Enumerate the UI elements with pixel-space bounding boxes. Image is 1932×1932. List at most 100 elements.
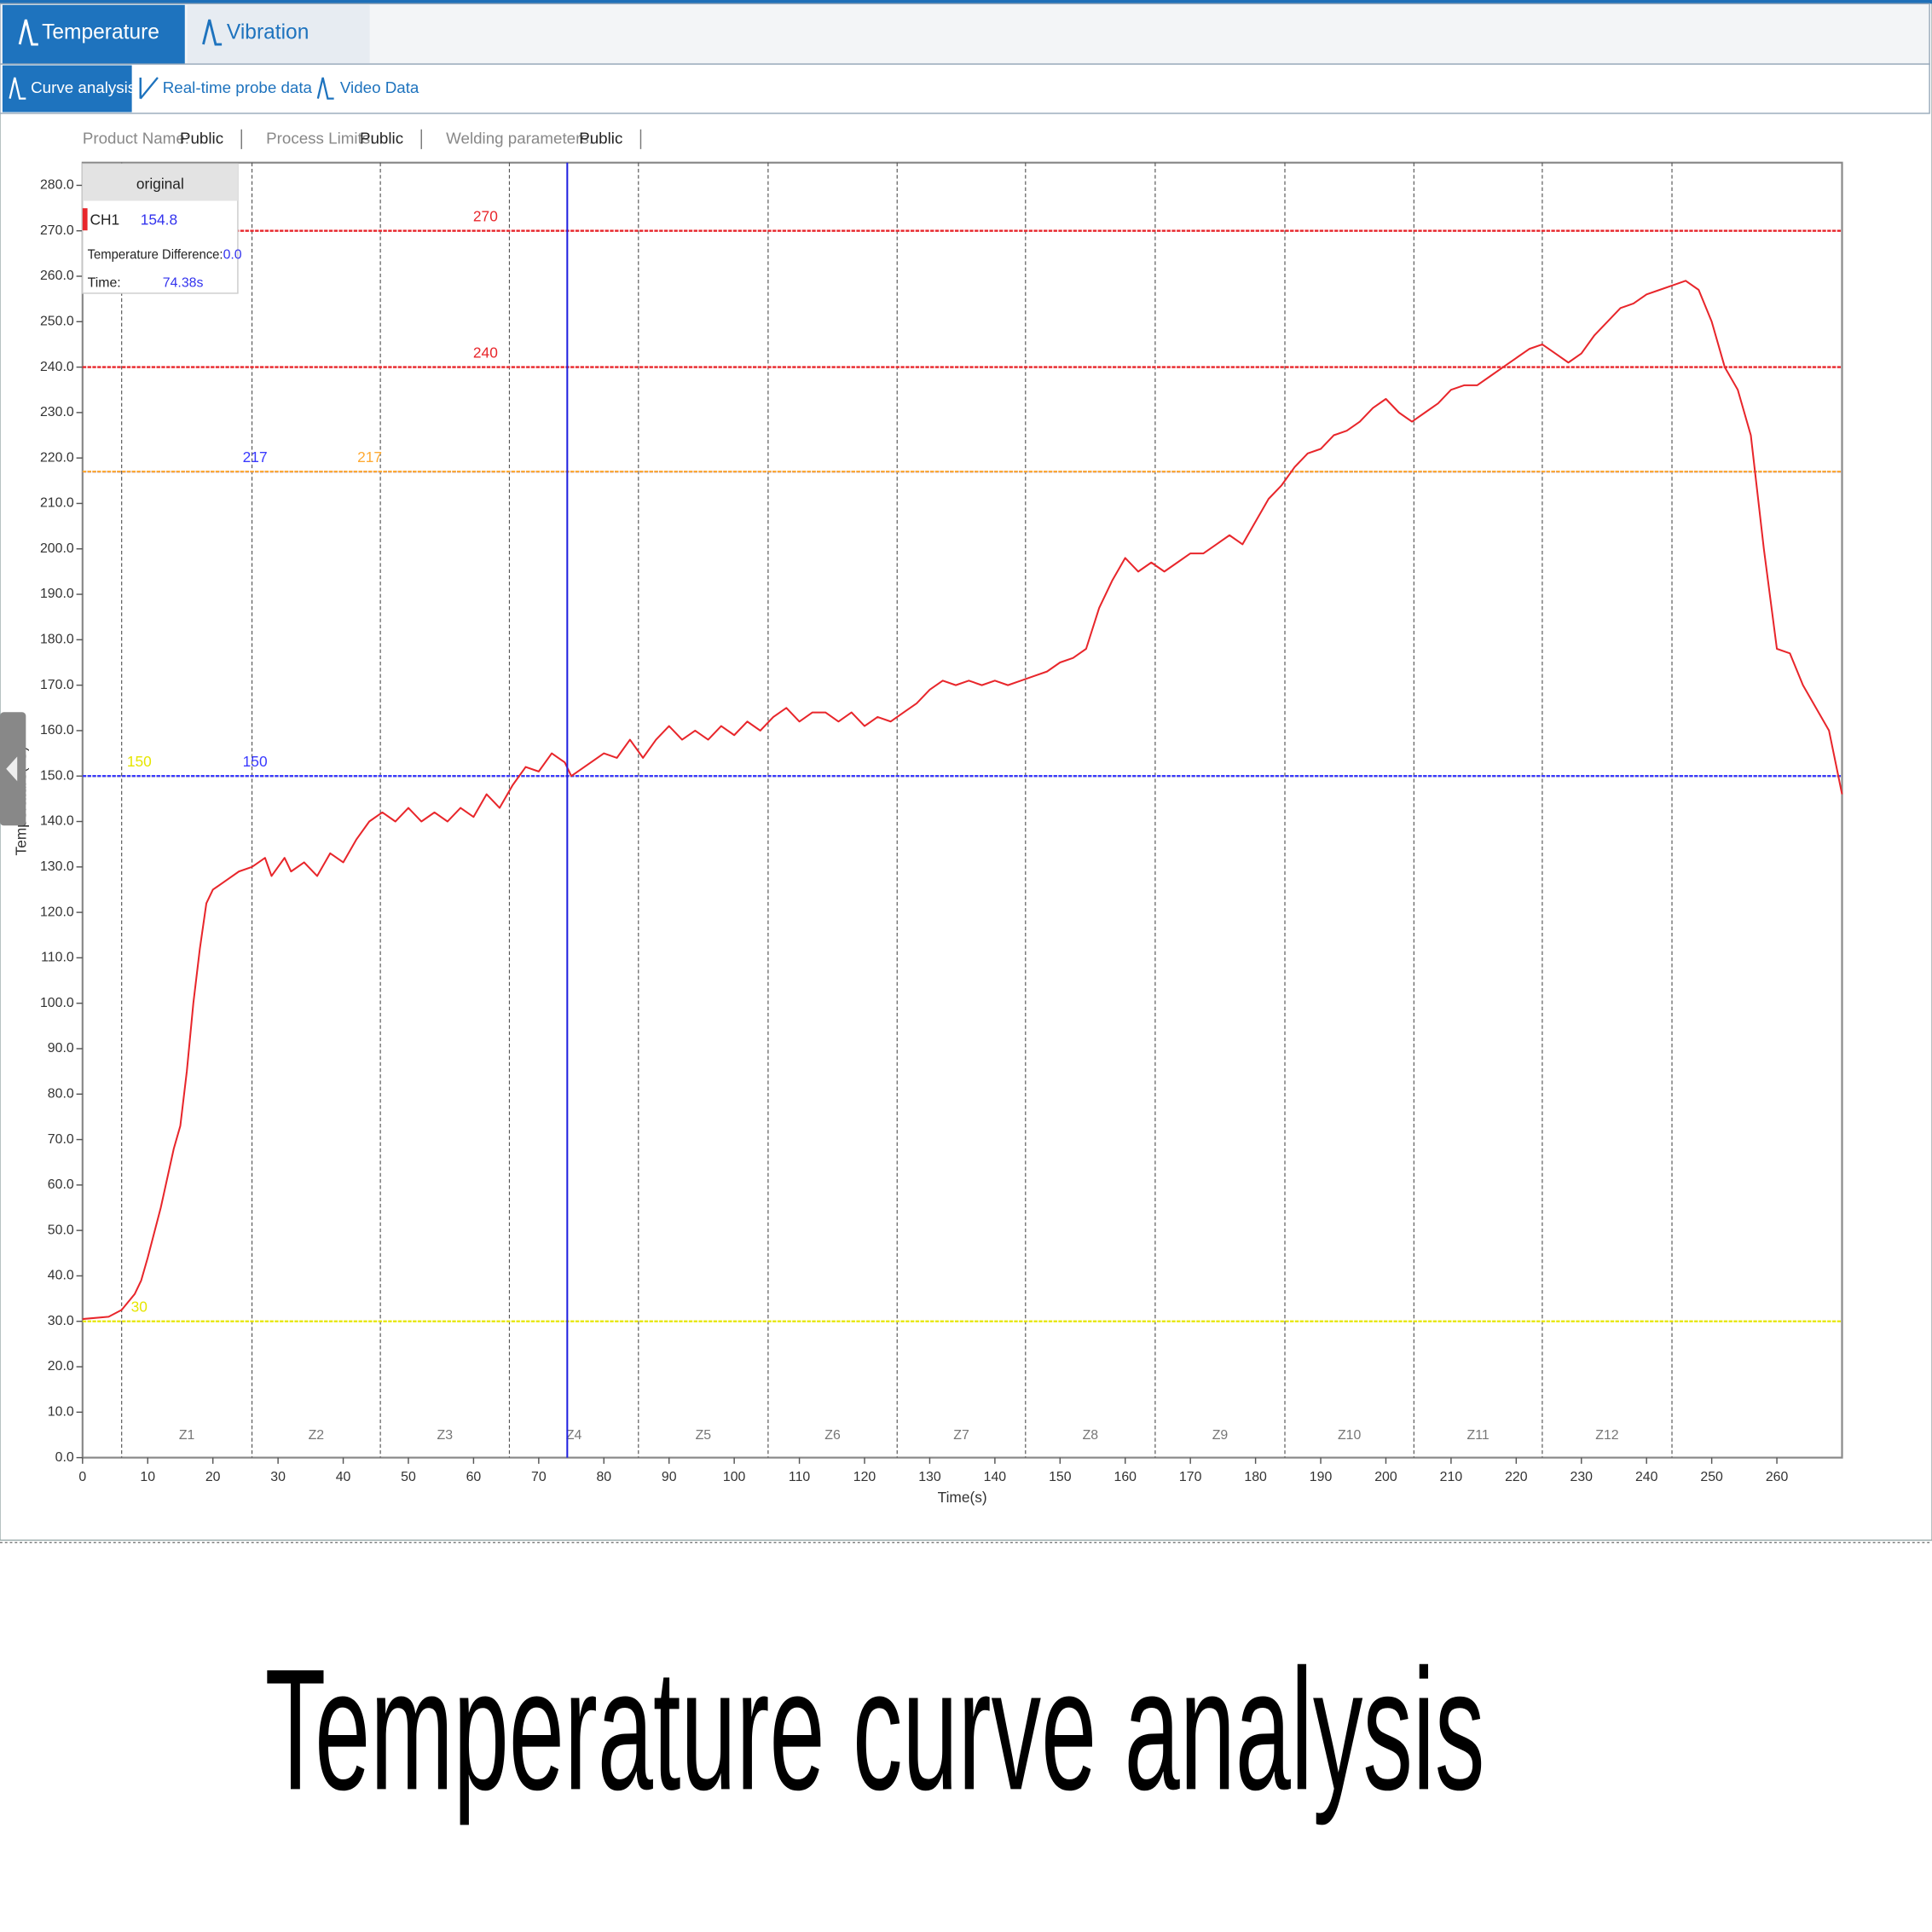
x-tick-label: 190: [1310, 1470, 1333, 1484]
y-tick-label: 170.0: [40, 678, 74, 692]
legend-diff-label: Temperature Difference:: [88, 247, 223, 262]
x-tick-label: 100: [723, 1470, 746, 1484]
series-line: [82, 280, 1843, 1321]
subtab-bar: [0, 63, 1930, 114]
x-tick-label: 30: [270, 1470, 286, 1484]
subtab-icon: [139, 77, 159, 100]
subtab-label[interactable]: Curve analysis: [31, 78, 136, 96]
subtab-icon: [9, 77, 26, 100]
reference-label: 217: [243, 448, 268, 466]
x-tick-label: 50: [401, 1470, 416, 1484]
tab-label[interactable]: Vibration: [227, 21, 309, 44]
zone-label: Z10: [1338, 1428, 1362, 1443]
y-tick-label: 210.0: [40, 496, 74, 511]
y-tick-label: 270.0: [40, 223, 74, 238]
y-tick-label: 160.0: [40, 723, 74, 738]
reference-label: 217: [357, 448, 382, 466]
info-value: Public: [579, 129, 622, 147]
x-tick-label: 140: [984, 1470, 1007, 1484]
x-tick-label: 200: [1374, 1470, 1397, 1484]
x-tick-label: 260: [1766, 1470, 1789, 1484]
reference-label: 240: [473, 344, 498, 361]
legend-channel: CH1: [90, 211, 119, 228]
info-value: Public: [180, 129, 223, 147]
x-tick-label: 230: [1570, 1470, 1594, 1484]
x-tick-label: 80: [596, 1470, 611, 1484]
zone-label: Z4: [566, 1428, 582, 1443]
tab-icon: [18, 19, 38, 46]
tab-vibration[interactable]: [187, 4, 370, 65]
zone-label: Z1: [179, 1428, 195, 1443]
legend-header: original: [136, 175, 184, 192]
x-tick-label: 240: [1635, 1470, 1658, 1484]
subtab-icon: [316, 77, 334, 100]
info-label: Process Limits:: [266, 129, 374, 147]
y-tick-label: 60.0: [48, 1177, 74, 1192]
x-tick-label: 110: [789, 1470, 810, 1484]
y-tick-label: 200.0: [40, 541, 74, 556]
tab-icon: [202, 19, 223, 46]
x-tick-label: 220: [1505, 1470, 1528, 1484]
x-tick-label: 210: [1440, 1470, 1463, 1484]
x-tick-label: 60: [466, 1470, 482, 1484]
y-tick-label: 250.0: [40, 314, 74, 328]
x-tick-label: 20: [205, 1470, 221, 1484]
info-label: Welding parameters:: [446, 129, 593, 147]
reference-label: 150: [127, 753, 152, 770]
subtab-curve[interactable]: [2, 65, 132, 113]
zone-label: Z3: [437, 1428, 454, 1443]
zone-label: Z6: [824, 1428, 841, 1443]
y-tick-label: 20.0: [48, 1359, 74, 1374]
legend-swatch: [82, 208, 88, 231]
zone-label: Z5: [696, 1428, 712, 1443]
y-tick-label: 80.0: [48, 1086, 74, 1101]
legend-diff-value: 0.0: [223, 247, 242, 262]
tab-temperature[interactable]: [2, 4, 185, 65]
caption: Temperature curve analysis: [265, 1633, 1485, 1825]
zone-label: Z9: [1212, 1428, 1229, 1443]
x-tick-label: 160: [1114, 1470, 1137, 1484]
y-tick-label: 280.0: [40, 178, 74, 193]
reference-label: 30: [131, 1298, 148, 1315]
y-tick-label: 10.0: [48, 1405, 74, 1420]
x-tick-label: 120: [853, 1470, 876, 1484]
y-tick-label: 230.0: [40, 405, 74, 419]
legend-value: 154.8: [141, 211, 177, 228]
y-tick-label: 30.0: [48, 1314, 74, 1328]
zone-label: Z8: [1083, 1428, 1099, 1443]
legend-header-bg: [82, 164, 238, 201]
y-tick-label: 190.0: [40, 587, 74, 601]
y-tick-label: 130.0: [40, 859, 74, 874]
tab-label[interactable]: Temperature: [42, 21, 159, 44]
x-tick-label: 150: [1049, 1470, 1072, 1484]
subtab-label[interactable]: Video Data: [340, 78, 419, 96]
y-tick-label: 150.0: [40, 768, 74, 783]
y-tick-label: 50.0: [48, 1223, 74, 1237]
y-tick-label: 220.0: [40, 450, 74, 465]
y-tick-label: 90.0: [48, 1041, 74, 1056]
reference-label: 150: [243, 753, 268, 770]
y-tick-label: 40.0: [48, 1269, 74, 1283]
plot-area: [81, 161, 1843, 1459]
y-tick-label: 110.0: [41, 951, 74, 965]
zone-label: Z7: [953, 1428, 969, 1443]
x-tick-label: 70: [531, 1470, 547, 1484]
y-tick-label: 120.0: [40, 905, 74, 919]
y-tick-label: 0.0: [55, 1450, 74, 1465]
x-axis-label: Time(s): [938, 1489, 987, 1506]
y-tick-label: 180.0: [40, 633, 74, 647]
x-tick-label: 170: [1179, 1470, 1202, 1484]
reference-label: 270: [473, 207, 498, 224]
y-tick-label: 240.0: [40, 360, 74, 374]
zone-label: Z11: [1467, 1428, 1489, 1443]
x-tick-label: 180: [1244, 1470, 1267, 1484]
info-label: Product Name:: [83, 129, 189, 147]
subtab-label[interactable]: Real-time probe data: [163, 78, 313, 96]
top-border: [0, 0, 1932, 4]
x-tick-label: 40: [336, 1470, 351, 1484]
info-value: Public: [360, 129, 403, 147]
y-tick-label: 70.0: [48, 1132, 74, 1147]
x-tick-label: 130: [918, 1470, 941, 1484]
